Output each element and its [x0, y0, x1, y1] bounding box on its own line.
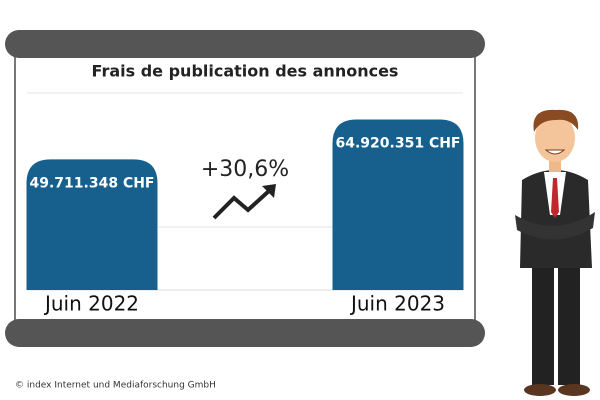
- annotation: +30,6%: [201, 157, 289, 182]
- board-top-rail: [5, 30, 485, 58]
- trend-arrow: [212, 184, 276, 220]
- value-label: 64.920.351 CHF: [336, 135, 461, 151]
- x-tick-label: Juin 2023: [349, 292, 445, 316]
- bar: [332, 119, 464, 290]
- chart-title: Frais de publication des annonces: [92, 62, 399, 81]
- x-tick-label: Juin 2022: [43, 292, 139, 316]
- source: © index Internet und Mediaforschung GmbH: [15, 381, 216, 391]
- businessman: [515, 109, 595, 396]
- value-label: 49.711.348 CHF: [30, 175, 155, 191]
- bar: [26, 159, 158, 290]
- board-bottom-rail: [5, 319, 485, 347]
